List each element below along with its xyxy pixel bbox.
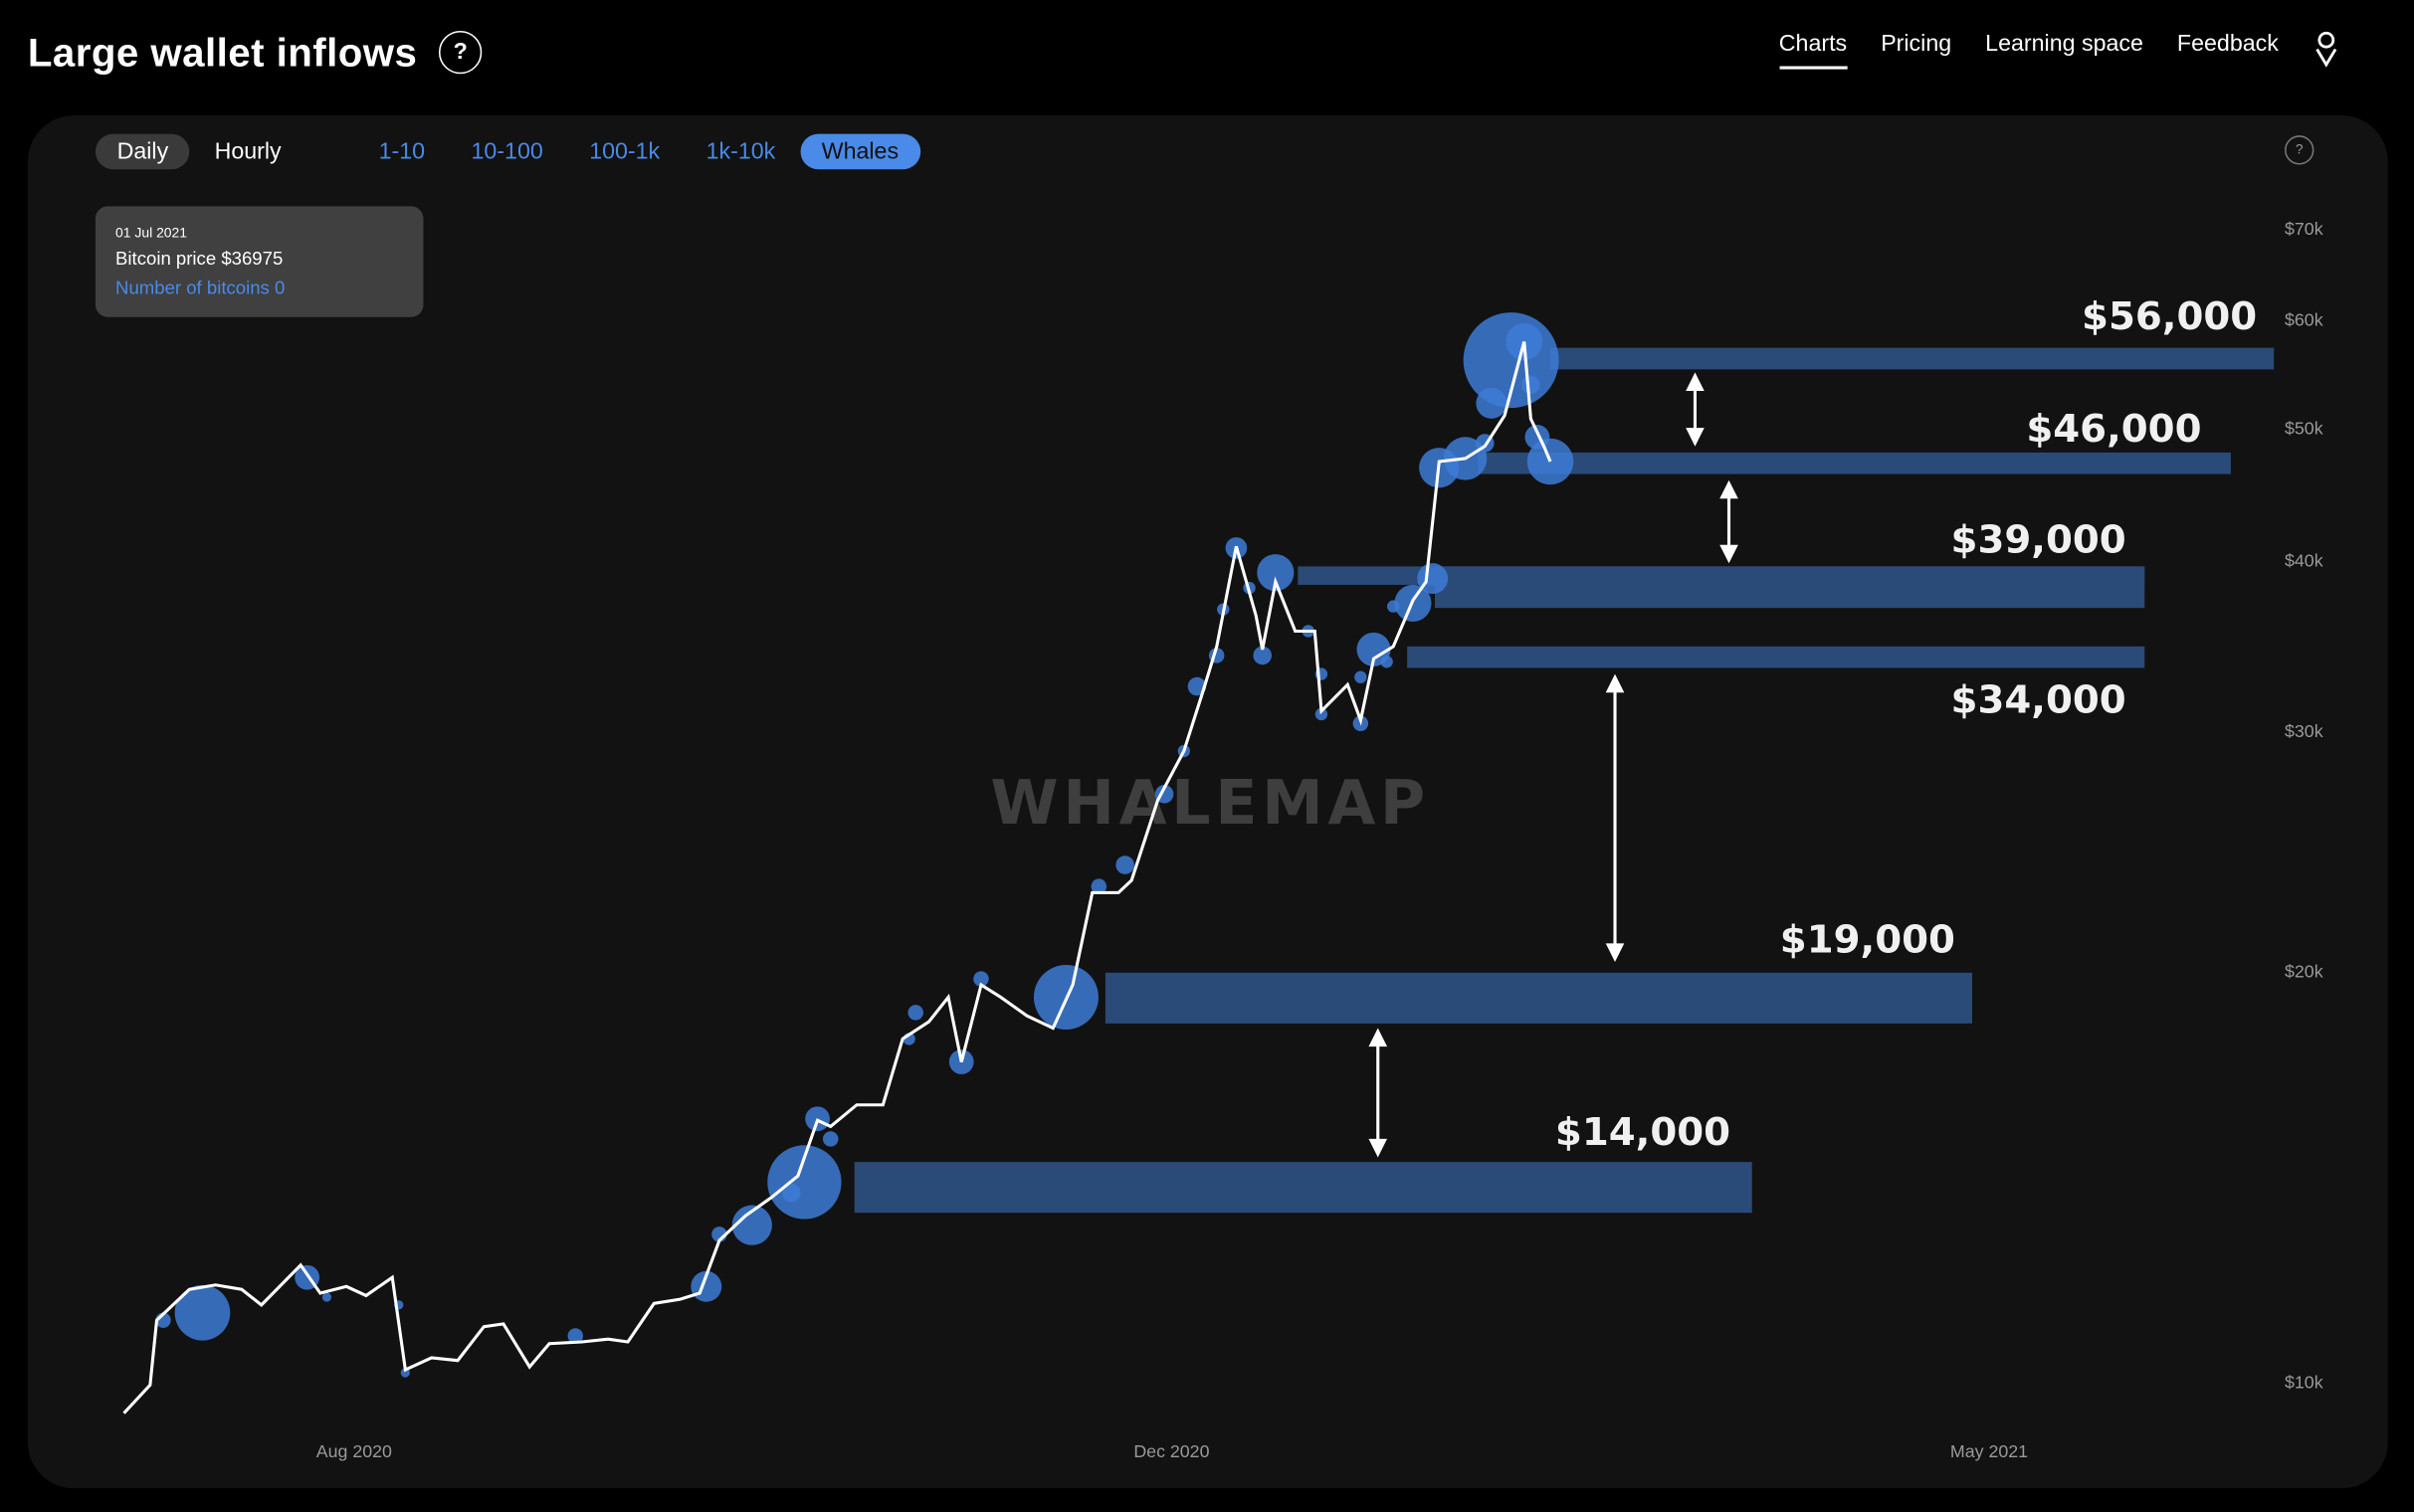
nav-feedback[interactable]: Feedback: [2176, 30, 2279, 58]
y-tick-label: $20k: [2285, 961, 2323, 981]
nav-pricing[interactable]: Pricing: [1881, 30, 1952, 58]
cohort-1k-10k[interactable]: 1k-10k: [705, 138, 776, 165]
arrow-head-down: [1605, 943, 1625, 962]
cohort-1-10[interactable]: 1-10: [378, 138, 426, 165]
level-label: $19,000: [1780, 918, 1955, 963]
whale-bubble: [1257, 554, 1295, 592]
level-label: $34,000: [1951, 677, 2126, 722]
whale-bubble: [973, 971, 989, 987]
interval-toggle: Daily Hourly: [95, 133, 302, 170]
whale-bubble: [321, 1292, 332, 1302]
cohort-10-100[interactable]: 10-100: [471, 138, 543, 165]
whale-bubble: [1091, 878, 1107, 894]
interval-daily[interactable]: Daily: [95, 133, 190, 170]
header-left: Large wallet inflows ?: [28, 28, 483, 78]
nav-learning-space[interactable]: Learning space: [1985, 30, 2143, 58]
interval-hourly[interactable]: Hourly: [214, 138, 282, 165]
whale-bubble: [1354, 670, 1367, 683]
arrow-head-up: [1605, 673, 1625, 693]
level-label: $46,000: [2026, 407, 2201, 452]
x-tick-label: Aug 2020: [316, 1441, 392, 1461]
user-icon[interactable]: [2313, 31, 2340, 68]
whale-bubble: [1115, 855, 1134, 874]
y-tick-label: $50k: [2285, 418, 2323, 438]
whale-bubble: [907, 1005, 923, 1021]
arrow-head-down: [1368, 1138, 1388, 1158]
level-bar: [854, 1162, 1752, 1214]
watermark: WHALEMAP: [990, 767, 1430, 839]
tooltip-date: 01 Jul 2021: [115, 224, 188, 241]
level-label: $56,000: [2082, 294, 2257, 339]
level-bar: [1407, 646, 2145, 668]
whale-bubble: [1521, 375, 1540, 395]
level-bar: [1478, 452, 2231, 474]
x-tick-label: May 2021: [1950, 1441, 2028, 1461]
arrow-head-up: [1368, 1028, 1388, 1047]
whale-bubble: [174, 1284, 231, 1341]
whale-bubble: [767, 1145, 842, 1220]
level-bar: [1105, 972, 1972, 1024]
whale-bubble: [567, 1328, 584, 1344]
page-title: Large wallet inflows: [27, 29, 418, 76]
tooltip-price: Bitcoin price $36975: [115, 248, 284, 270]
whale-bubble: [822, 1131, 839, 1147]
chart-help-icon[interactable]: ?: [2285, 135, 2314, 165]
arrow-head-down: [1719, 544, 1738, 564]
x-tick-label: Dec 2020: [1133, 1441, 1209, 1461]
y-tick-label: $60k: [2285, 310, 2323, 330]
tooltip: 01 Jul 2021 Bitcoin price $36975 Number …: [95, 206, 424, 317]
level-bar: [1550, 347, 2275, 370]
whale-bubble: [1314, 707, 1328, 721]
arrow-head-up: [1719, 479, 1738, 499]
nav-charts[interactable]: Charts: [1778, 31, 1848, 70]
price-line: [122, 341, 1552, 1415]
level-label: $14,000: [1555, 1110, 1730, 1155]
level-label: $39,000: [1951, 517, 2126, 562]
help-icon[interactable]: ?: [439, 30, 483, 75]
cohort-100-1k[interactable]: 100-1k: [589, 138, 661, 165]
y-tick-label: $40k: [2285, 550, 2323, 570]
y-tick-label: $10k: [2285, 1373, 2323, 1393]
arrow-head-up: [1686, 372, 1705, 391]
cohort-toggle: 1-10 10-100 100-1k 1k-10k Whales: [357, 133, 920, 170]
whale-bubble: [1253, 646, 1272, 665]
whale-bubble: [1380, 656, 1393, 668]
whale-bubble: [1417, 563, 1449, 595]
top-nav: Charts Pricing Learning space Feedback: [1778, 30, 2340, 70]
level-bar: [1434, 566, 2145, 609]
cohort-whales[interactable]: Whales: [800, 133, 920, 170]
chart-panel: [27, 115, 2388, 1489]
tooltip-bitcoins: Number of bitcoins 0: [115, 277, 286, 299]
y-tick-label: $30k: [2285, 721, 2323, 741]
arrow-head-down: [1686, 428, 1705, 447]
y-tick-label: $70k: [2285, 219, 2323, 239]
whale-bubble: [731, 1205, 772, 1245]
